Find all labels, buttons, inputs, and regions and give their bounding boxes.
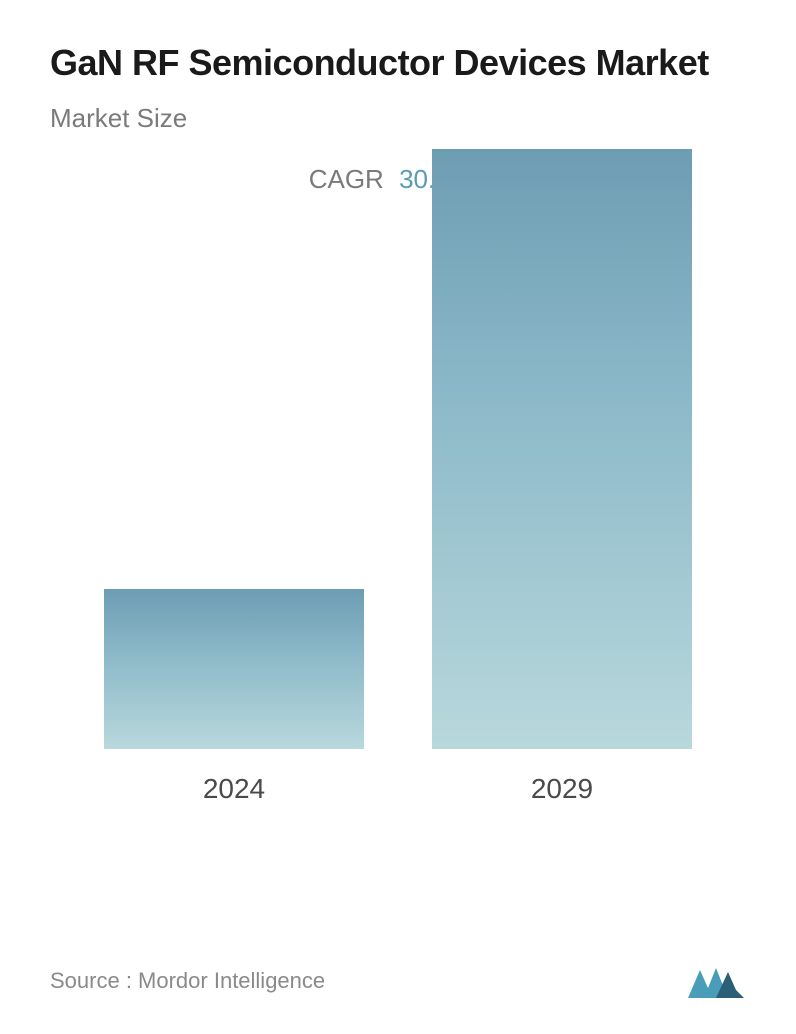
bar-label: 2024	[203, 773, 265, 805]
chart-area: 2024 2029	[50, 205, 746, 845]
bar	[432, 149, 692, 749]
footer: Source : Mordor Intelligence	[50, 960, 746, 1002]
bar-group: 2024	[94, 589, 374, 805]
bar	[104, 589, 364, 749]
bar-label: 2029	[531, 773, 593, 805]
cagr-label: CAGR	[309, 164, 384, 194]
chart-title: GaN RF Semiconductor Devices Market	[50, 40, 746, 85]
bar-group: 2029	[422, 149, 702, 805]
mordor-logo-icon	[686, 960, 746, 1002]
source-text: Source : Mordor Intelligence	[50, 968, 325, 994]
bars-container: 2024 2029	[50, 205, 746, 805]
chart-subtitle: Market Size	[50, 103, 746, 134]
